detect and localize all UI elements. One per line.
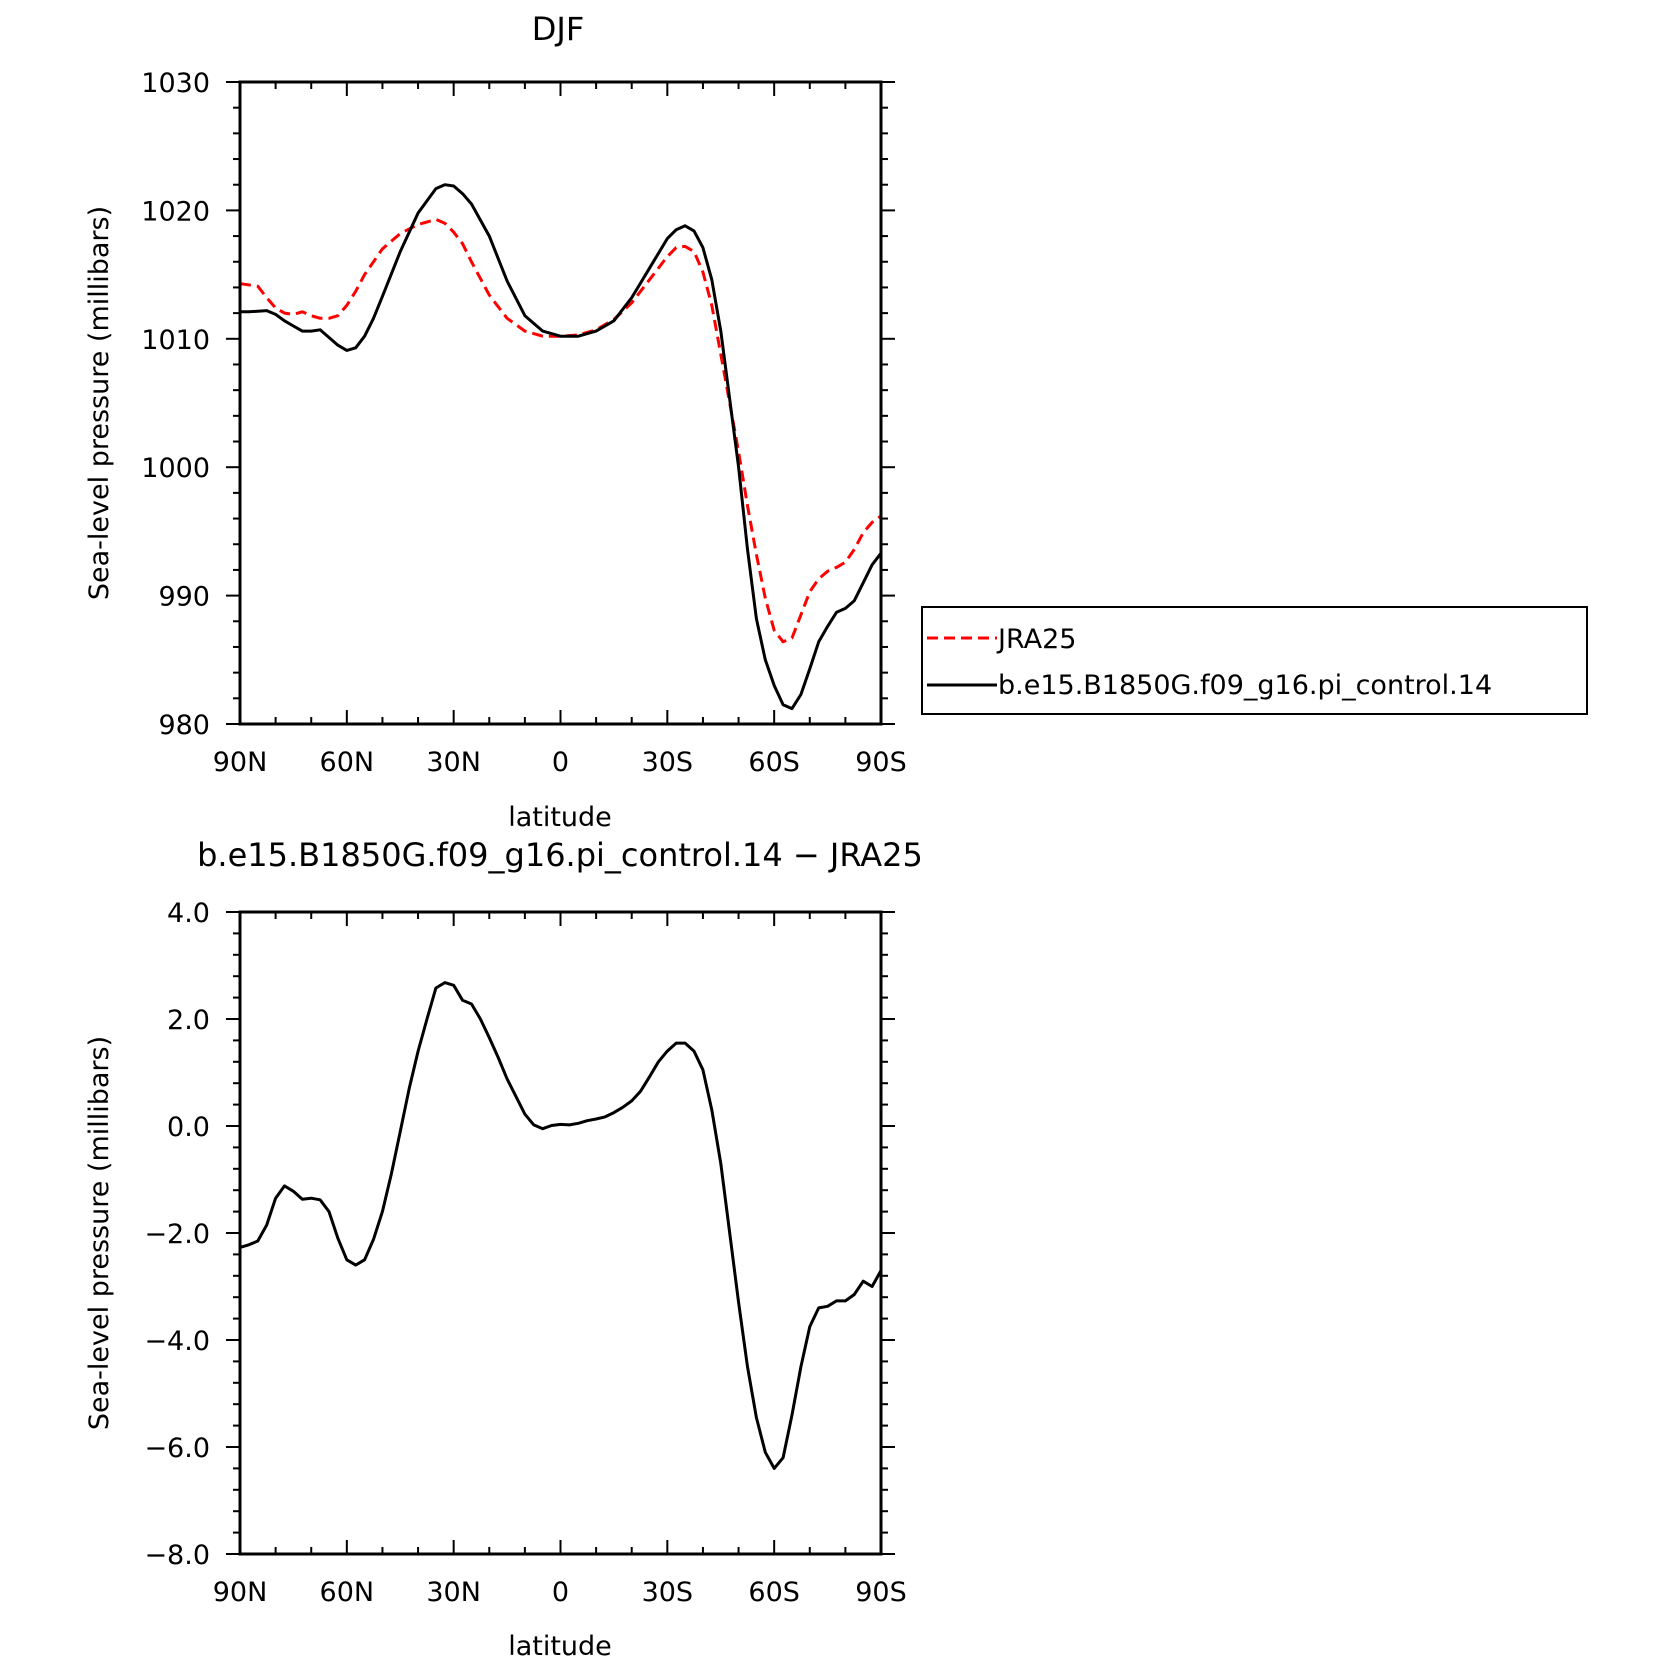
x-tick-label: 60S [748,747,800,778]
plot-frame [238,910,883,1556]
plot-frame [238,80,883,726]
y-axis-label: Sea-level pressure (millibars) [84,206,115,600]
x-tick-label: 30S [642,1577,694,1608]
x-axis-label: latitude [508,802,612,833]
y-tick-label: −8.0 [144,1540,210,1571]
djf-slp-panel: DJF 90N 60N 30N 0 30S 60S 90S 980 990 1000 1010 102… [84,10,907,833]
y-axis-label: Sea-level pressure (millibars) [84,1036,115,1430]
chart-title: b.e15.B1850G.f09_g16.pi_control.14 − JRA… [197,836,923,874]
legend-box [921,606,1588,715]
y-tick-label: −2.0 [144,1219,210,1250]
y-tick-label: 1010 [141,325,210,356]
y-tick-label: 2.0 [167,1005,210,1036]
tick-layer: 90N 60N 30N 0 30S 60S 90S −8.0 −6.0 −4.0 −2.0 0.0 2.… [144,898,906,1608]
legend-label-jra25: JRA25 [996,624,1076,655]
tick-layer: 90N 60N 30N 0 30S 60S 90S 980 990 1000 1010 1020 103… [141,68,906,778]
x-tick-label: 90S [855,747,907,778]
series-line-jra25 [239,217,882,644]
legend: JRA25 b.e15.B1850G.f09_g16.pi_control.14 [921,606,1588,715]
x-tick-label: 0 [552,747,569,778]
x-tick-label: 60N [320,1577,375,1608]
y-tick-label: 4.0 [167,898,210,929]
y-tick-label: 1020 [141,196,210,227]
difference-panel: b.e15.B1850G.f09_g16.pi_control.14 − JRA… [84,836,923,1662]
x-tick-label: 60N [320,747,375,778]
x-tick-label: 90N [213,747,268,778]
y-tick-label: 980 [158,710,210,741]
series-line-model [240,183,883,711]
y-tick-label: −4.0 [144,1326,210,1357]
x-tick-label: 30N [426,1577,481,1608]
series-layer [239,981,883,1470]
y-tick-label: −6.0 [144,1433,210,1464]
series-line-difference [239,981,883,1470]
y-tick-label: 1030 [141,68,210,99]
y-tick-label: 1000 [141,453,210,484]
y-tick-label: 990 [158,582,210,613]
x-tick-label: 30N [426,747,481,778]
series-layer [239,183,883,711]
x-tick-label: 30S [642,747,694,778]
x-tick-label: 60S [748,1577,800,1608]
x-tick-label: 90N [213,1577,268,1608]
x-axis-label: latitude [508,1631,612,1662]
x-tick-label: 0 [552,1577,569,1608]
chart-title: DJF [532,10,584,48]
x-tick-label: 90S [855,1577,907,1608]
legend-label-model: b.e15.B1850G.f09_g16.pi_control.14 [998,670,1492,701]
y-tick-label: 0.0 [167,1112,210,1143]
